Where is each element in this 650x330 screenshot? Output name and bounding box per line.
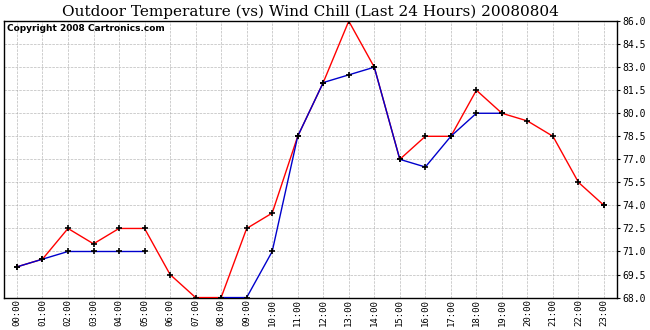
- Title: Outdoor Temperature (vs) Wind Chill (Last 24 Hours) 20080804: Outdoor Temperature (vs) Wind Chill (Las…: [62, 4, 559, 18]
- Text: Copyright 2008 Cartronics.com: Copyright 2008 Cartronics.com: [7, 24, 165, 33]
